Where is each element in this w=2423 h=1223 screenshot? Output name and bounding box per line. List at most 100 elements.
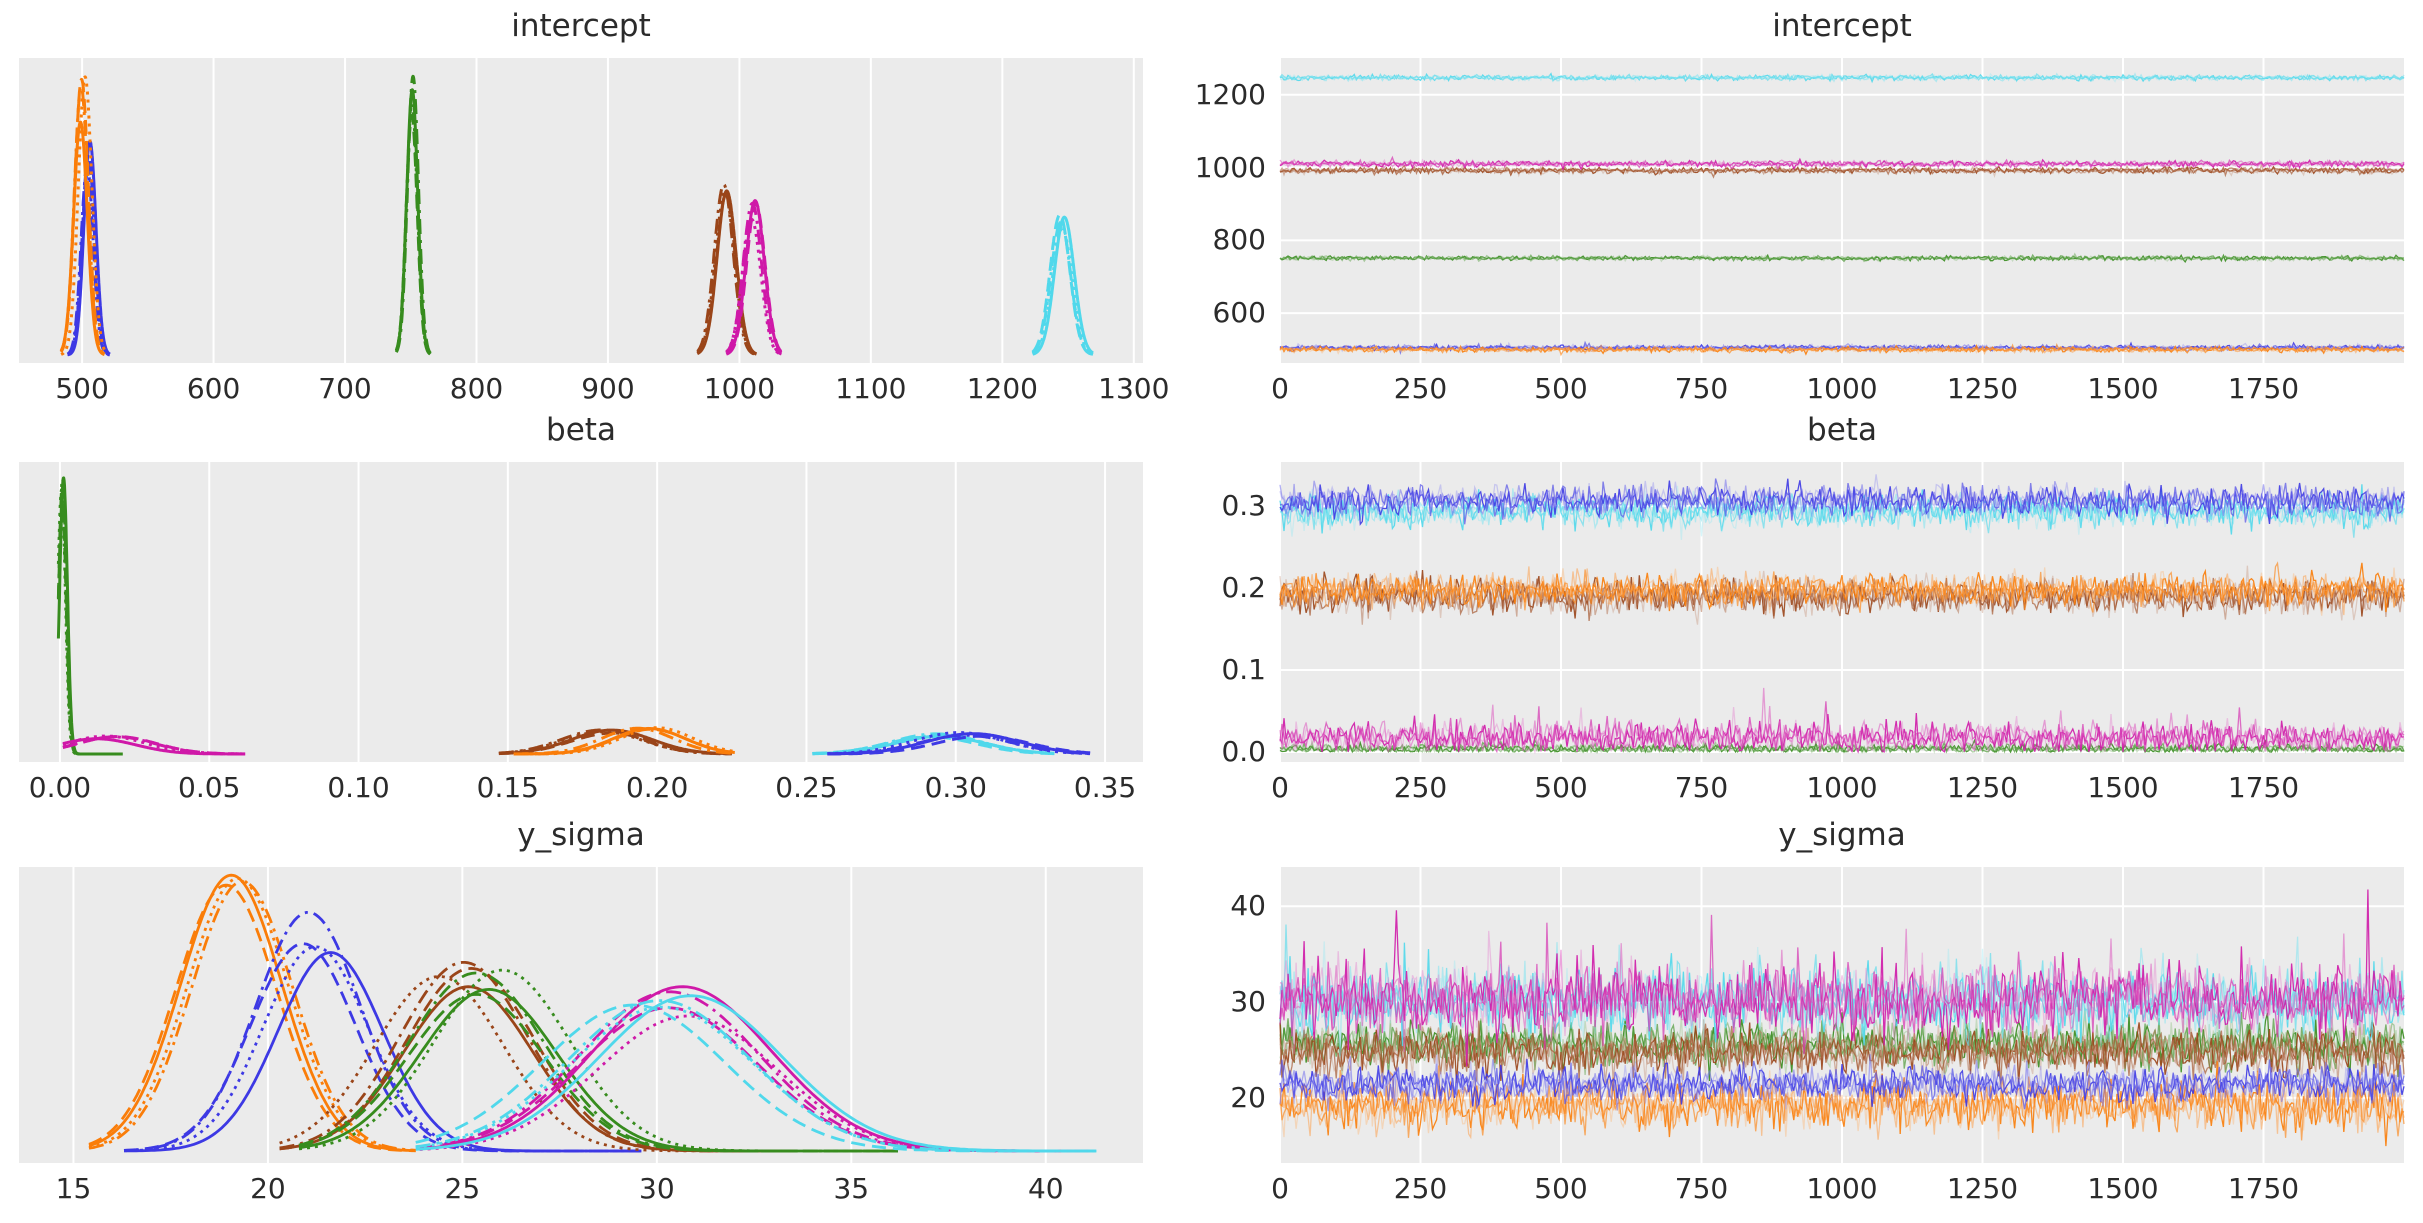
x-tick-label: 1000 <box>1806 1172 1878 1205</box>
trace-line-group-cyan-chain2 <box>1279 485 2405 540</box>
kde-curve-group-orange-chain2 <box>88 883 416 1153</box>
trace-line-group-blue-chain3 <box>1279 1059 2405 1110</box>
kde-curve-group-brown-chain1 <box>498 728 732 756</box>
x-tick-label: 250 <box>1393 1172 1448 1205</box>
trace-line-group-green-chain3 <box>1279 253 2405 263</box>
x-tick-label: 500 <box>55 372 109 405</box>
trace-line-group-brown-chain2 <box>1279 565 2405 625</box>
trace-line-group-brown-chain3 <box>1279 164 2405 179</box>
kde-curve-group-cyan-chain0 <box>1031 215 1095 356</box>
x-tick-label: 0.10 <box>327 771 390 804</box>
y-tick-label: 20 <box>1230 1080 1266 1114</box>
panel-title-beta-kde: beta <box>546 412 616 448</box>
x-tick-label: 35 <box>833 1172 870 1205</box>
x-tick-label: 1000 <box>1806 372 1878 405</box>
y_sigma-kde-canvas <box>72 867 1097 1163</box>
kde-curve-group-blue-chain0 <box>124 951 642 1153</box>
kde-curve-group-orange-chain3 <box>88 877 416 1152</box>
kde-curve-group-orange-chain1 <box>513 726 735 756</box>
y-tick-label: 40 <box>1230 889 1266 923</box>
y_sigma-trace-canvas <box>1279 867 2405 1163</box>
x-tick-label: 0.15 <box>476 771 539 804</box>
panel-intercept-trace: intercept 0 250 500 750 1000 1250 1500 1750 600 8… <box>1195 8 2405 405</box>
kde-curve-group-orange-chain0 <box>88 873 416 1152</box>
x-tick-label: 1500 <box>2087 372 2159 405</box>
trace-line-group-cyan-chain3 <box>1279 72 2405 83</box>
x-tick-label: 800 <box>449 372 504 405</box>
x-tick-label: 600 <box>186 372 241 405</box>
x-tick-label: 1500 <box>2087 771 2159 804</box>
beta-trace-canvas <box>1279 462 2405 762</box>
kde-curve-group-green-chain3 <box>394 102 432 356</box>
x-tick-label: 0.30 <box>924 771 987 804</box>
trace-line-group-magenta-chain3 <box>1279 701 2405 754</box>
x-tick-label: 15 <box>55 1172 92 1205</box>
kde-curve-group-blue-chain2 <box>827 734 1091 756</box>
y-tick-label: 0.2 <box>1221 571 1266 605</box>
intercept-kde-canvas <box>59 58 1135 363</box>
kde-curve-group-cyan-chain2 <box>415 1003 1097 1153</box>
x-tick-label: 250 <box>1393 771 1448 804</box>
kde-curve-group-cyan-chain2 <box>1031 213 1095 356</box>
panel-y_sigma-kde: y_sigma 15 20 25 30 35 40 <box>19 817 1143 1205</box>
trace-line-group-blue-chain3 <box>1279 478 2405 525</box>
trace-line-group-green-chain2 <box>1279 740 2405 754</box>
panel-title-beta-trace: beta <box>1807 412 1877 448</box>
x-tick-label: 1000 <box>1806 771 1878 804</box>
kde-curve-group-green-chain2 <box>394 114 432 356</box>
kde-curve-group-magenta-chain3 <box>419 1014 1089 1153</box>
kde-curve-group-brown-chain3 <box>279 975 797 1153</box>
trace-line-group-orange-chain2 <box>1279 566 2405 616</box>
trace-line-group-blue-chain2 <box>1279 474 2405 523</box>
panel-title-intercept-kde: intercept <box>511 8 651 44</box>
x-tick-label: 750 <box>1674 771 1729 804</box>
y-tick-label: 0.3 <box>1221 489 1266 523</box>
y-tick-label: 0.0 <box>1221 734 1266 768</box>
y-tick-label: 30 <box>1230 985 1266 1019</box>
trace-line-group-blue-chain1 <box>1279 1054 2405 1112</box>
x-tick-label: 30 <box>639 1172 675 1205</box>
x-tick-label: 1750 <box>2227 1172 2300 1205</box>
kde-curve-group-magenta-chain2 <box>62 735 246 756</box>
x-tick-label: 0.05 <box>178 771 241 804</box>
x-tick-label: 0.20 <box>625 771 689 804</box>
kde-curve-group-blue-chain2 <box>123 942 642 1153</box>
x-tick-label: 0 <box>1271 1172 1289 1205</box>
kde-curve-group-orange-chain1 <box>88 880 416 1152</box>
kde-curve-group-brown-chain2 <box>696 193 758 356</box>
x-tick-label: 0 <box>1271 771 1289 804</box>
x-tick-label: 0.00 <box>28 771 92 804</box>
x-tick-label: 20 <box>250 1172 286 1205</box>
x-tick-label: 1100 <box>835 372 907 405</box>
kde-curve-group-orange-chain3 <box>513 726 736 756</box>
panel-intercept-kde: intercept 500 600 700 800 900 1000 1100 1200 130… <box>19 8 1169 405</box>
kde-curve-group-green-chain1 <box>298 971 898 1153</box>
y-tick-label: 600 <box>1212 296 1266 330</box>
x-tick-label: 1250 <box>1946 1172 2019 1205</box>
x-tick-label: 1250 <box>1946 372 2019 405</box>
panel-title-intercept-trace: intercept <box>1772 8 1912 44</box>
panel-beta-kde: beta 0.00 0.05 0.10 0.15 0.20 0.25 0.30 0.35 <box>19 412 1143 804</box>
x-tick-label: 25 <box>444 1172 481 1205</box>
x-tick-label: 0 <box>1271 372 1289 405</box>
x-tick-label: 700 <box>318 372 372 405</box>
trace-line-group-magenta-chain0 <box>1279 889 2405 1067</box>
x-tick-label: 1750 <box>2227 372 2300 405</box>
trace-line-group-magenta-chain1 <box>1279 928 2405 1052</box>
trace-line-group-orange-chain3 <box>1279 561 2405 613</box>
y-tick-label: 1200 <box>1194 77 1266 111</box>
kde-curve-group-blue-chain3 <box>66 167 111 357</box>
kde-curve-group-green-chain3 <box>56 488 124 756</box>
x-tick-label: 250 <box>1393 372 1448 405</box>
x-tick-label: 500 <box>1534 1172 1588 1205</box>
x-tick-label: 750 <box>1674 372 1729 405</box>
kde-curve-group-magenta-chain3 <box>62 734 246 756</box>
kde-curve-group-cyan-chain1 <box>415 999 1097 1153</box>
intercept-trace-canvas <box>1279 58 2405 363</box>
trace-line-group-orange-chain3 <box>1279 342 2405 357</box>
x-tick-label: 1000 <box>703 372 776 405</box>
y-tick-label: 1000 <box>1194 150 1266 184</box>
x-tick-label: 0.25 <box>775 771 838 804</box>
x-tick-label: 1300 <box>1098 372 1170 405</box>
